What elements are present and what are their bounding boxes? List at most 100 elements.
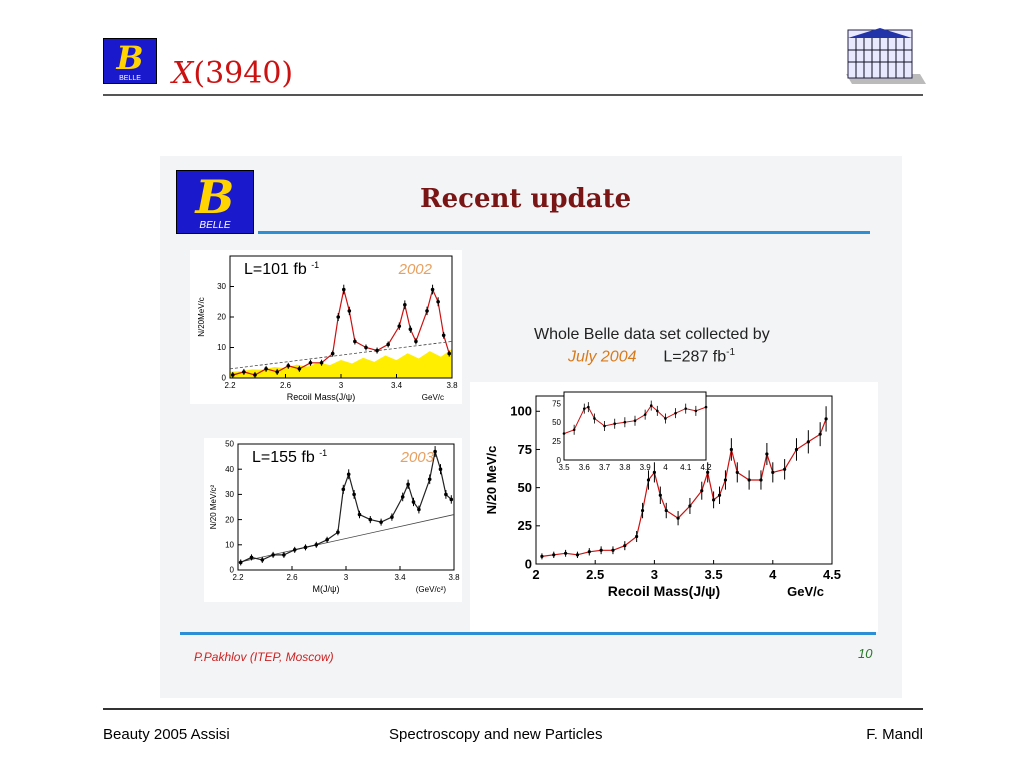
- data-point: [352, 492, 356, 497]
- x-tick-label: 4: [769, 567, 777, 582]
- plot-year-label: 2002: [398, 261, 433, 278]
- data-point: [441, 333, 446, 338]
- data-point: [238, 560, 243, 565]
- y-tick-label: 25: [518, 518, 532, 533]
- y-axis-label: N/20 MeV/c²: [209, 484, 218, 529]
- slide-header-title: X(3940): [172, 56, 294, 91]
- x-tick-label: 4.5: [823, 567, 841, 582]
- inset-data-point: [623, 420, 627, 424]
- data-point: [599, 548, 603, 552]
- data-point: [783, 467, 787, 471]
- inset-y-tick-label: 75: [552, 399, 561, 408]
- dataset-caption-line2: July 2004 L=287 fb-1: [568, 347, 736, 366]
- data-point: [700, 489, 704, 493]
- data-point: [271, 553, 275, 557]
- plot-year-label: 2003: [400, 449, 435, 466]
- data-point: [712, 498, 716, 502]
- fit-curve: [541, 418, 827, 557]
- x-tick-label: 3: [651, 567, 658, 582]
- inset-data-point: [704, 405, 708, 409]
- title-rule: [258, 231, 870, 234]
- plot-2004: 2 2.5 3 3.5 4 4.5 0 25 50 75 100 Recoil Mass(J/ψ) Ge…: [484, 391, 841, 599]
- data-point: [308, 360, 313, 365]
- x-axis-label: Recoil Mass(J/ψ): [608, 583, 720, 599]
- data-point: [282, 553, 286, 557]
- data-point: [364, 345, 368, 350]
- belle-logo-header: B BELLE: [103, 38, 157, 84]
- data-point: [264, 367, 268, 371]
- data-point: [552, 553, 556, 557]
- data-point: [390, 515, 394, 519]
- y-tick-label: 0: [525, 556, 532, 571]
- footer-rule: [103, 708, 923, 710]
- data-point: [635, 534, 639, 539]
- data-point: [717, 493, 722, 497]
- data-point: [449, 497, 454, 502]
- data-point: [611, 548, 615, 552]
- data-point: [314, 543, 319, 547]
- data-point: [406, 482, 410, 487]
- footer-center: Spectroscopy and new Particles: [389, 726, 603, 743]
- y-tick-label: 10: [225, 540, 234, 549]
- y-tick-label: 40: [225, 465, 234, 474]
- y-tick-label: 20: [217, 313, 226, 322]
- y-tick-label: 50: [225, 440, 234, 449]
- x-tick-label: 3.5: [705, 567, 723, 582]
- inset-x-tick-label: 4.1: [680, 463, 692, 472]
- svg-text:BELLE: BELLE: [199, 220, 230, 231]
- svg-text:B: B: [194, 171, 235, 224]
- y-tick-label: 100: [510, 404, 532, 419]
- inset-data-point: [587, 405, 590, 409]
- x-tick-label: 2: [532, 567, 539, 582]
- plot-lumi-label: L=155 fb: [252, 449, 315, 466]
- data-point: [723, 478, 728, 482]
- data-point: [400, 495, 405, 499]
- data-point: [357, 512, 362, 517]
- data-point: [759, 478, 763, 482]
- inset-y-tick-label: 0: [557, 456, 562, 465]
- inset-frame: [563, 391, 707, 461]
- x-tick-label: 3: [339, 381, 344, 390]
- data-point: [688, 504, 692, 508]
- data-point: [747, 478, 751, 482]
- data-point: [735, 470, 739, 474]
- x-tick-label: 3.8: [448, 573, 460, 582]
- data-point: [249, 555, 254, 560]
- plot-2002: 2.2 2.6 3 3.4 3.8 0 10 20 30 Recoil Mass(J/ψ) GeV/…: [197, 255, 458, 402]
- y-tick-label: 75: [518, 442, 532, 457]
- x-tick-label: 2.6: [280, 381, 292, 390]
- data-point: [303, 545, 308, 550]
- inset-x-tick-label: 4.2: [700, 463, 712, 472]
- data-point: [336, 530, 340, 534]
- inset-data-point: [656, 409, 659, 413]
- data-point: [368, 517, 373, 522]
- inset-x-tick-label: 3.9: [640, 463, 652, 472]
- svg-text:B: B: [115, 39, 143, 77]
- data-point: [794, 447, 799, 452]
- dataset-lumi: L=287 fb: [663, 348, 727, 366]
- y-tick-label: 30: [217, 282, 226, 291]
- inset-x-tick-label: 3.6: [579, 463, 591, 472]
- inset-data-point: [603, 424, 606, 428]
- data-point: [706, 470, 710, 474]
- fit-curve: [240, 451, 452, 563]
- inset-x-tick-label: 3.8: [619, 463, 631, 472]
- x-axis-unit: (GeV/c²): [416, 585, 447, 594]
- data-point: [242, 370, 246, 374]
- inset-data-point: [649, 404, 653, 407]
- data-point: [623, 544, 627, 548]
- data-point: [346, 472, 351, 477]
- inset-data-point: [694, 409, 698, 413]
- background-fill: [230, 348, 452, 378]
- data-point: [771, 470, 775, 474]
- slide-credit: P.Pakhlov (ITEP, Moscow): [194, 650, 334, 664]
- inset-data-point: [643, 413, 647, 416]
- inset-data-point: [664, 417, 667, 420]
- data-point: [330, 351, 335, 356]
- x-tick-label: 2.2: [224, 381, 236, 390]
- y-tick-label: 20: [225, 515, 234, 524]
- inset-data-point: [582, 407, 586, 410]
- data-point: [397, 324, 402, 328]
- dataset-caption: Whole Belle data set collected by: [534, 326, 770, 343]
- plot-2004-panel: 2 2.5 3 3.5 4 4.5 0 25 50 75 100 Recoil Mass(J/ψ) Ge…: [470, 382, 878, 632]
